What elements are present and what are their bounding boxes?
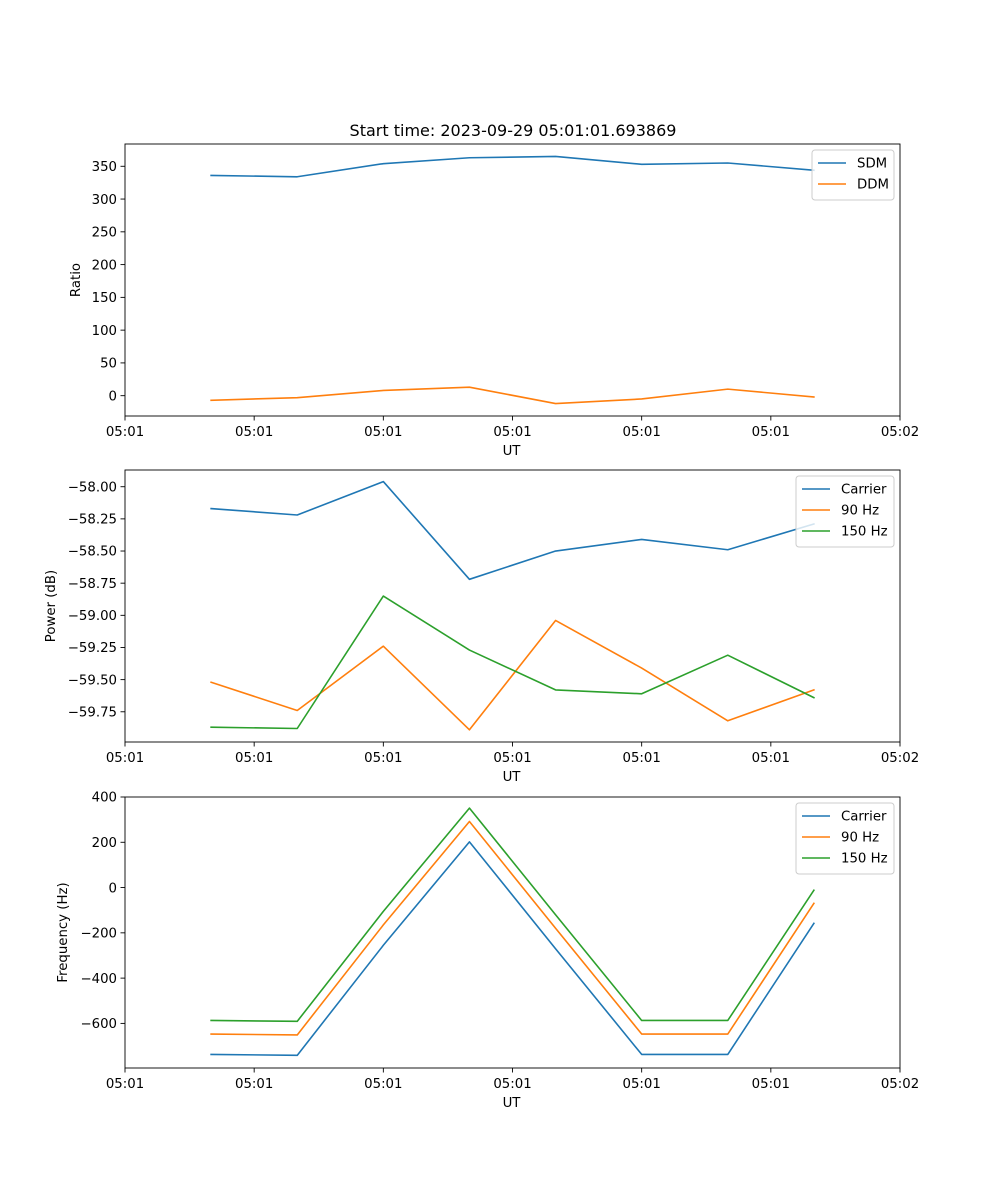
y-tick-label: 200: [92, 836, 117, 851]
chart-title: Start time: 2023-09-29 05:01:01.693869: [350, 121, 677, 140]
y-tick-label: −58.50: [68, 545, 117, 560]
x-tick-label: 05:01: [493, 425, 531, 440]
x-axis-label: UT: [503, 444, 522, 459]
y-axis-label: Ratio: [69, 263, 84, 297]
x-tick-label: 05:01: [623, 751, 661, 766]
legend-label: 150 Hz: [841, 852, 888, 867]
legend-label: Carrier: [841, 810, 887, 825]
series-line-sdm: [210, 155, 815, 178]
series-line-150-hz: [210, 595, 815, 730]
x-tick-label: 05:01: [493, 1077, 531, 1092]
series-line-carrier: [210, 841, 815, 1057]
x-tick-label: 05:02: [881, 751, 919, 766]
series-line-90-hz: [210, 820, 815, 1036]
x-tick-label: 05:01: [623, 425, 661, 440]
x-tick-label: 05:01: [106, 425, 144, 440]
legend: Carrier 90 Hz 150 Hz: [795, 802, 895, 875]
x-tick-label: 05:01: [364, 425, 402, 440]
y-tick-label: −59.25: [68, 641, 117, 656]
legend: SDM DDM: [811, 149, 895, 201]
x-tick-label: 05:01: [623, 1077, 661, 1092]
y-tick-label: 250: [92, 226, 117, 241]
y-tick-label: −58.25: [68, 513, 117, 528]
y-tick-label: −59.75: [68, 705, 117, 720]
y-tick-label: −400: [80, 972, 117, 987]
legend-label: DDM: [857, 178, 889, 193]
x-tick-label: 05:02: [881, 425, 919, 440]
x-tick-label: 05:01: [364, 751, 402, 766]
legend-box: [795, 475, 895, 548]
x-tick-label: 05:01: [106, 1077, 144, 1092]
x-tick-label: 05:01: [364, 1077, 402, 1092]
x-tick-label: 05:01: [752, 1077, 790, 1092]
y-axis-label: Frequency (Hz): [56, 882, 71, 982]
y-tick-label: 300: [92, 193, 117, 208]
x-axis-label: UT: [503, 770, 522, 785]
x-tick-label: 05:01: [235, 425, 273, 440]
plots-container: 05:01 05:01 05:01 05:01 05:01 05:01 05:02 0 50 10…: [44, 143, 919, 1111]
y-axis-label: Power (dB): [44, 570, 59, 642]
x-tick-label: 05:02: [881, 1077, 919, 1092]
series-line-carrier: [210, 480, 815, 581]
legend-box: [795, 802, 895, 875]
y-tick-label: 0: [109, 881, 117, 896]
x-tick-label: 05:01: [752, 751, 790, 766]
chart-panel-3: 05:01 05:01 05:01 05:01 05:01 05:01 05:02 −600 −…: [56, 791, 919, 1111]
chart-panel-1: 05:01 05:01 05:01 05:01 05:01 05:01 05:02 0 50 10…: [69, 143, 919, 459]
chart-panel-2: 05:01 05:01 05:01 05:01 05:01 05:01 05:02 −59.7…: [44, 469, 919, 785]
x-tick-label: 05:01: [235, 1077, 273, 1092]
legend-label: 90 Hz: [841, 504, 879, 519]
y-tick-label: −58.75: [68, 577, 117, 592]
y-tick-label: 200: [92, 258, 117, 273]
x-tick-label: 05:01: [752, 425, 790, 440]
legend-label: Carrier: [841, 483, 887, 498]
series-line-150-hz: [210, 807, 815, 1023]
legend-label: 90 Hz: [841, 831, 879, 846]
series-line-90-hz: [210, 619, 815, 731]
x-tick-label: 05:01: [106, 751, 144, 766]
y-tick-label: −59.50: [68, 673, 117, 688]
y-tick-label: 50: [100, 357, 117, 372]
y-tick-label: 350: [92, 160, 117, 175]
y-tick-label: −59.00: [68, 609, 117, 624]
x-axis-label: UT: [503, 1096, 522, 1111]
x-tick-label: 05:01: [493, 751, 531, 766]
legend-label: 150 Hz: [841, 525, 888, 540]
y-tick-label: 400: [92, 791, 117, 806]
y-tick-label: −200: [80, 927, 117, 942]
series-line-ddm: [210, 386, 815, 405]
legend: Carrier 90 Hz 150 Hz: [795, 475, 895, 548]
y-tick-label: 0: [109, 389, 117, 404]
y-tick-label: 100: [92, 324, 117, 339]
legend-label: SDM: [857, 157, 887, 172]
x-tick-label: 05:01: [235, 751, 273, 766]
y-tick-label: −600: [80, 1017, 117, 1032]
y-tick-label: −58.00: [68, 480, 117, 495]
y-tick-label: 150: [92, 291, 117, 306]
